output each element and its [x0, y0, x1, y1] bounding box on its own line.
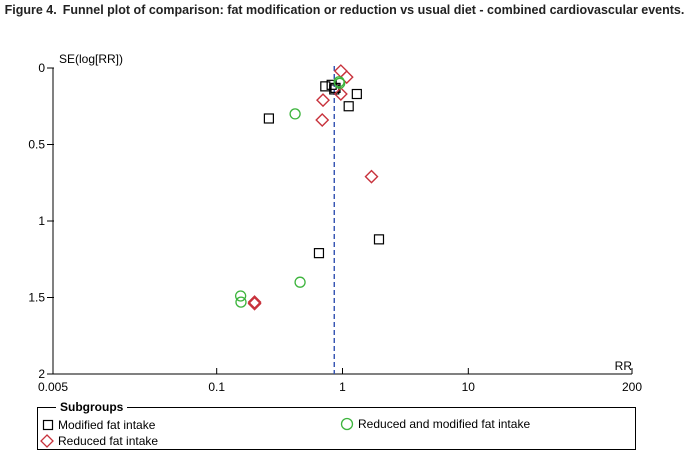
- legend-label-reduced: Reduced fat intake: [58, 434, 159, 448]
- legend-label-reduced-modified: Reduced and modified fat intake: [358, 417, 531, 431]
- y-tick-label: 0.5: [28, 138, 45, 152]
- diamond-marker: [315, 113, 330, 128]
- square-marker: [343, 101, 354, 112]
- square-marker: [373, 234, 385, 245]
- circle-marker: [289, 108, 301, 120]
- diamond-marker: [364, 169, 379, 184]
- square-marker: [263, 113, 274, 124]
- legend-item-modified: Modified fat intake: [42, 418, 155, 432]
- legend-item-reduced-modified: Reduced and modified fat intake: [340, 417, 530, 431]
- y-axis-label: SE(log[RR]): [59, 52, 123, 66]
- legend-item-reduced: Reduced fat intake: [40, 434, 158, 448]
- y-tick-label: 0: [38, 61, 45, 75]
- legend-title: Subgroups: [56, 400, 128, 414]
- x-tick-label: 0.1: [208, 380, 225, 394]
- diamond-marker-icon: [40, 434, 54, 448]
- circle-marker: [294, 276, 306, 288]
- circle-marker: [235, 296, 247, 308]
- legend: Subgroups Modified fat intake Reduced fa…: [37, 400, 636, 450]
- y-tick-label: 2: [38, 367, 45, 381]
- diamond-marker: [333, 64, 348, 79]
- square-marker: [351, 88, 362, 100]
- legend-label-modified: Modified fat intake: [58, 418, 156, 432]
- circle-marker-icon: [340, 417, 354, 431]
- y-tick-label: 1: [38, 214, 45, 228]
- funnel-plot: 0 0.5 1 1.5 20.005 0.1 1 10 200 SE(log[RR]) RR: [28, 52, 642, 394]
- y-tick-label: 1.5: [28, 291, 45, 305]
- diamond-marker: [247, 295, 262, 310]
- x-tick-label: 200: [622, 380, 642, 394]
- figure-title-text: Funnel plot of comparison: fat modificat…: [62, 3, 685, 17]
- circle-marker: [234, 290, 247, 302]
- circle-marker: [334, 77, 346, 89]
- square-marker: [313, 248, 325, 259]
- x-tick-label: 1: [339, 380, 346, 394]
- diamond-marker: [333, 87, 348, 101]
- x-axis-label: RR: [615, 359, 633, 373]
- figure-title: Figure 4. Funnel plot of comparison: fat …: [0, 2, 689, 19]
- x-tick-label: 0.005: [38, 380, 68, 394]
- figure-number: Figure 4.: [4, 3, 57, 17]
- square-marker-icon: [42, 419, 54, 431]
- diamond-marker: [247, 296, 262, 311]
- x-tick-label: 10: [462, 380, 476, 394]
- diamond-marker: [339, 70, 354, 85]
- diamond-marker: [316, 93, 331, 108]
